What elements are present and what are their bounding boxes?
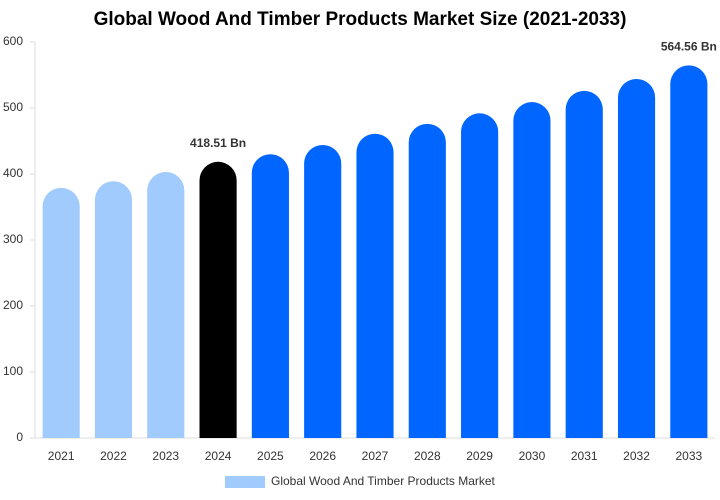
x-tick-label: 2032	[623, 449, 650, 463]
x-tick-label: 2028	[414, 449, 441, 463]
legend-label: Global Wood And Timber Products Market	[271, 474, 496, 488]
bar	[565, 90, 603, 438]
bar	[670, 65, 708, 439]
y-tick-label: 400	[3, 166, 23, 180]
x-tick-label: 2027	[362, 449, 389, 463]
x-tick-label: 2021	[48, 449, 75, 463]
bar	[199, 161, 237, 438]
chart-title: Global Wood And Timber Products Market S…	[94, 9, 627, 30]
x-tick-label: 2030	[519, 449, 546, 463]
x-tick-label: 2033	[675, 449, 702, 463]
bar	[408, 123, 446, 438]
legend-swatch	[225, 476, 265, 488]
y-tick-label: 100	[3, 364, 23, 378]
x-tick-label: 2022	[100, 449, 127, 463]
bar	[147, 172, 185, 438]
bar	[251, 154, 289, 438]
bar	[617, 78, 656, 438]
bar	[42, 187, 80, 438]
y-tick-label: 600	[3, 34, 23, 48]
bar	[304, 144, 342, 438]
x-tick-label: 2026	[309, 449, 336, 463]
x-tick-label: 2031	[571, 449, 598, 463]
bar	[461, 113, 499, 438]
x-tick-label: 2023	[152, 449, 179, 463]
y-tick-label: 500	[3, 100, 23, 114]
bar	[94, 181, 133, 438]
y-tick-label: 300	[3, 232, 23, 246]
y-tick-label: 0	[16, 430, 23, 444]
bar	[356, 133, 394, 438]
x-tick-label: 2024	[205, 449, 232, 463]
value-label: 418.51 Bn	[190, 136, 246, 150]
bar	[513, 102, 551, 438]
x-tick-label: 2029	[466, 449, 493, 463]
y-tick-label: 200	[3, 298, 23, 312]
value-label: 564.56 Bn	[661, 40, 717, 54]
x-tick-label: 2025	[257, 449, 284, 463]
